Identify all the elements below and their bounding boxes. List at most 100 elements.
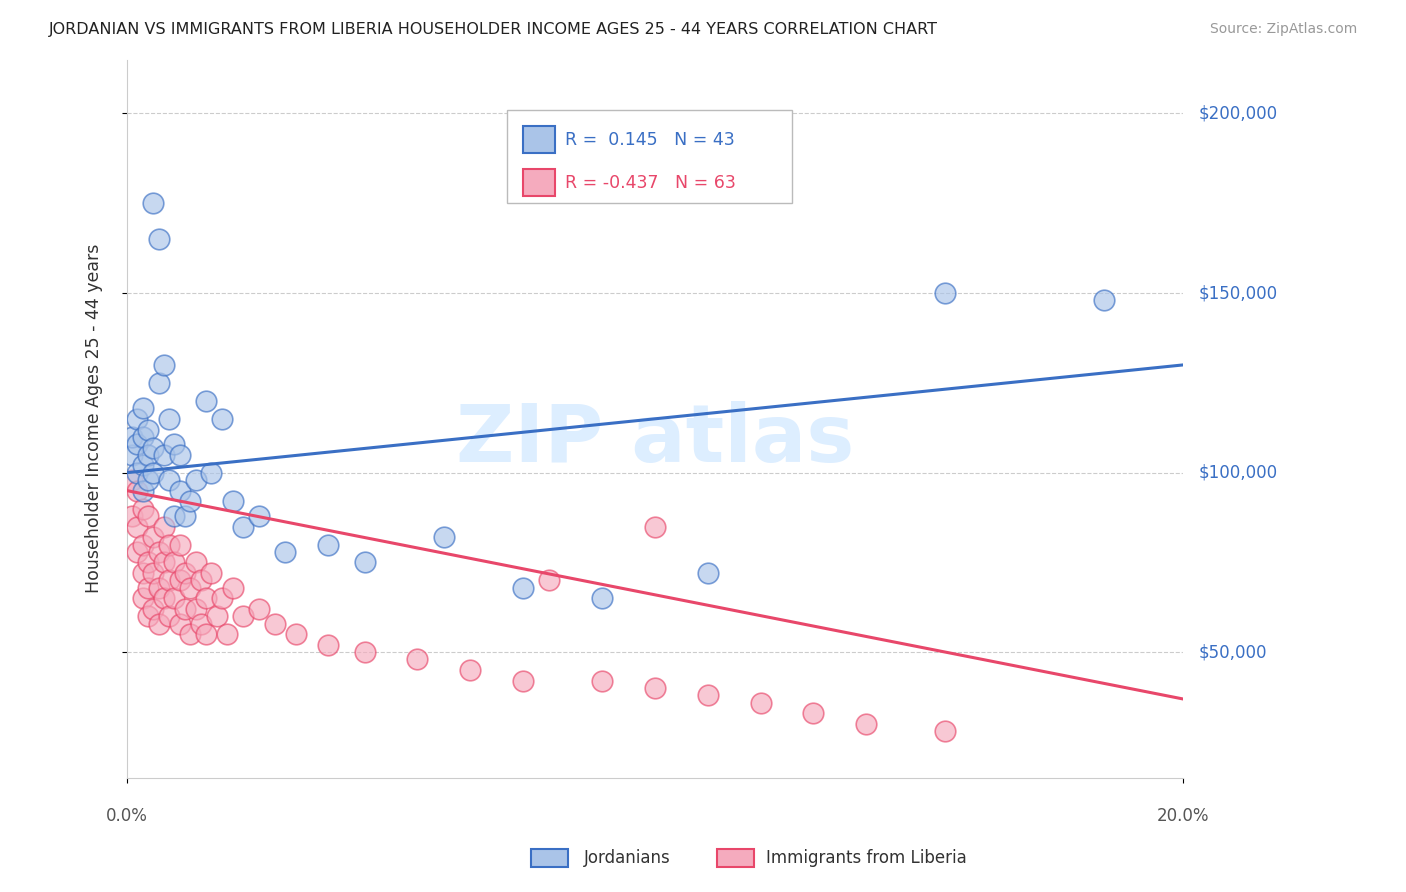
- Point: [153, 591, 176, 606]
- Point: [205, 609, 228, 624]
- Point: [132, 483, 155, 498]
- Point: [136, 508, 159, 523]
- Point: [132, 501, 155, 516]
- Text: R = -0.437   N = 63: R = -0.437 N = 63: [565, 174, 737, 192]
- Text: Source: ZipAtlas.com: Source: ZipAtlas.com: [1209, 22, 1357, 37]
- Point: [190, 616, 212, 631]
- Point: [132, 401, 155, 415]
- Y-axis label: Householder Income Ages 25 - 44 years: Householder Income Ages 25 - 44 years: [86, 244, 103, 593]
- Point: [148, 545, 170, 559]
- Point: [803, 706, 825, 721]
- Point: [157, 574, 180, 588]
- Point: [121, 430, 143, 444]
- Point: [121, 473, 143, 487]
- Text: $50,000: $50,000: [1199, 643, 1267, 661]
- Point: [512, 581, 534, 595]
- Point: [121, 448, 143, 462]
- Point: [136, 609, 159, 624]
- Point: [195, 627, 218, 641]
- Point: [696, 689, 718, 703]
- Point: [163, 556, 186, 570]
- Point: [163, 508, 186, 523]
- Point: [263, 616, 285, 631]
- Point: [142, 466, 165, 480]
- Point: [174, 508, 197, 523]
- Point: [934, 724, 956, 739]
- Point: [153, 358, 176, 372]
- Point: [132, 430, 155, 444]
- FancyBboxPatch shape: [508, 110, 792, 203]
- Point: [121, 508, 143, 523]
- FancyBboxPatch shape: [523, 169, 554, 196]
- Point: [179, 494, 201, 508]
- Point: [132, 566, 155, 581]
- Point: [153, 448, 176, 462]
- Point: [142, 530, 165, 544]
- Point: [157, 609, 180, 624]
- Point: [142, 196, 165, 211]
- Text: $200,000: $200,000: [1199, 104, 1278, 122]
- Text: 0.0%: 0.0%: [105, 806, 148, 825]
- Point: [132, 591, 155, 606]
- Point: [184, 473, 207, 487]
- Point: [174, 602, 197, 616]
- Point: [232, 519, 254, 533]
- FancyBboxPatch shape: [523, 126, 554, 153]
- Point: [221, 581, 243, 595]
- Point: [217, 627, 239, 641]
- Point: [934, 286, 956, 301]
- Point: [169, 574, 191, 588]
- Point: [200, 566, 222, 581]
- Point: [232, 609, 254, 624]
- Point: [211, 412, 233, 426]
- Point: [179, 627, 201, 641]
- Point: [195, 591, 218, 606]
- Point: [696, 566, 718, 581]
- Point: [179, 581, 201, 595]
- Point: [644, 681, 666, 696]
- Point: [221, 494, 243, 508]
- Point: [148, 232, 170, 246]
- Point: [855, 717, 877, 731]
- Point: [316, 638, 339, 652]
- Point: [142, 602, 165, 616]
- Point: [127, 412, 149, 426]
- Point: [153, 519, 176, 533]
- Text: ZIP atlas: ZIP atlas: [456, 401, 855, 479]
- Point: [157, 473, 180, 487]
- Point: [247, 508, 270, 523]
- Point: [169, 483, 191, 498]
- Point: [127, 545, 149, 559]
- Point: [169, 616, 191, 631]
- Point: [127, 483, 149, 498]
- Point: [184, 602, 207, 616]
- Text: R =  0.145   N = 43: R = 0.145 N = 43: [565, 131, 735, 149]
- Point: [195, 393, 218, 408]
- Text: 20.0%: 20.0%: [1157, 806, 1209, 825]
- Point: [157, 412, 180, 426]
- Point: [132, 458, 155, 473]
- Point: [749, 696, 772, 710]
- Point: [538, 574, 561, 588]
- Point: [458, 663, 481, 677]
- Point: [136, 556, 159, 570]
- Text: Immigrants from Liberia: Immigrants from Liberia: [766, 849, 967, 867]
- Point: [512, 673, 534, 688]
- Point: [353, 645, 375, 659]
- Point: [148, 616, 170, 631]
- Point: [153, 556, 176, 570]
- Point: [136, 448, 159, 462]
- Point: [190, 574, 212, 588]
- Point: [163, 591, 186, 606]
- Point: [136, 581, 159, 595]
- Point: [433, 530, 456, 544]
- Point: [127, 519, 149, 533]
- Point: [316, 537, 339, 551]
- Text: $100,000: $100,000: [1199, 464, 1278, 482]
- Point: [127, 437, 149, 451]
- Point: [157, 537, 180, 551]
- Point: [136, 423, 159, 437]
- Point: [353, 556, 375, 570]
- Point: [148, 376, 170, 390]
- Point: [169, 537, 191, 551]
